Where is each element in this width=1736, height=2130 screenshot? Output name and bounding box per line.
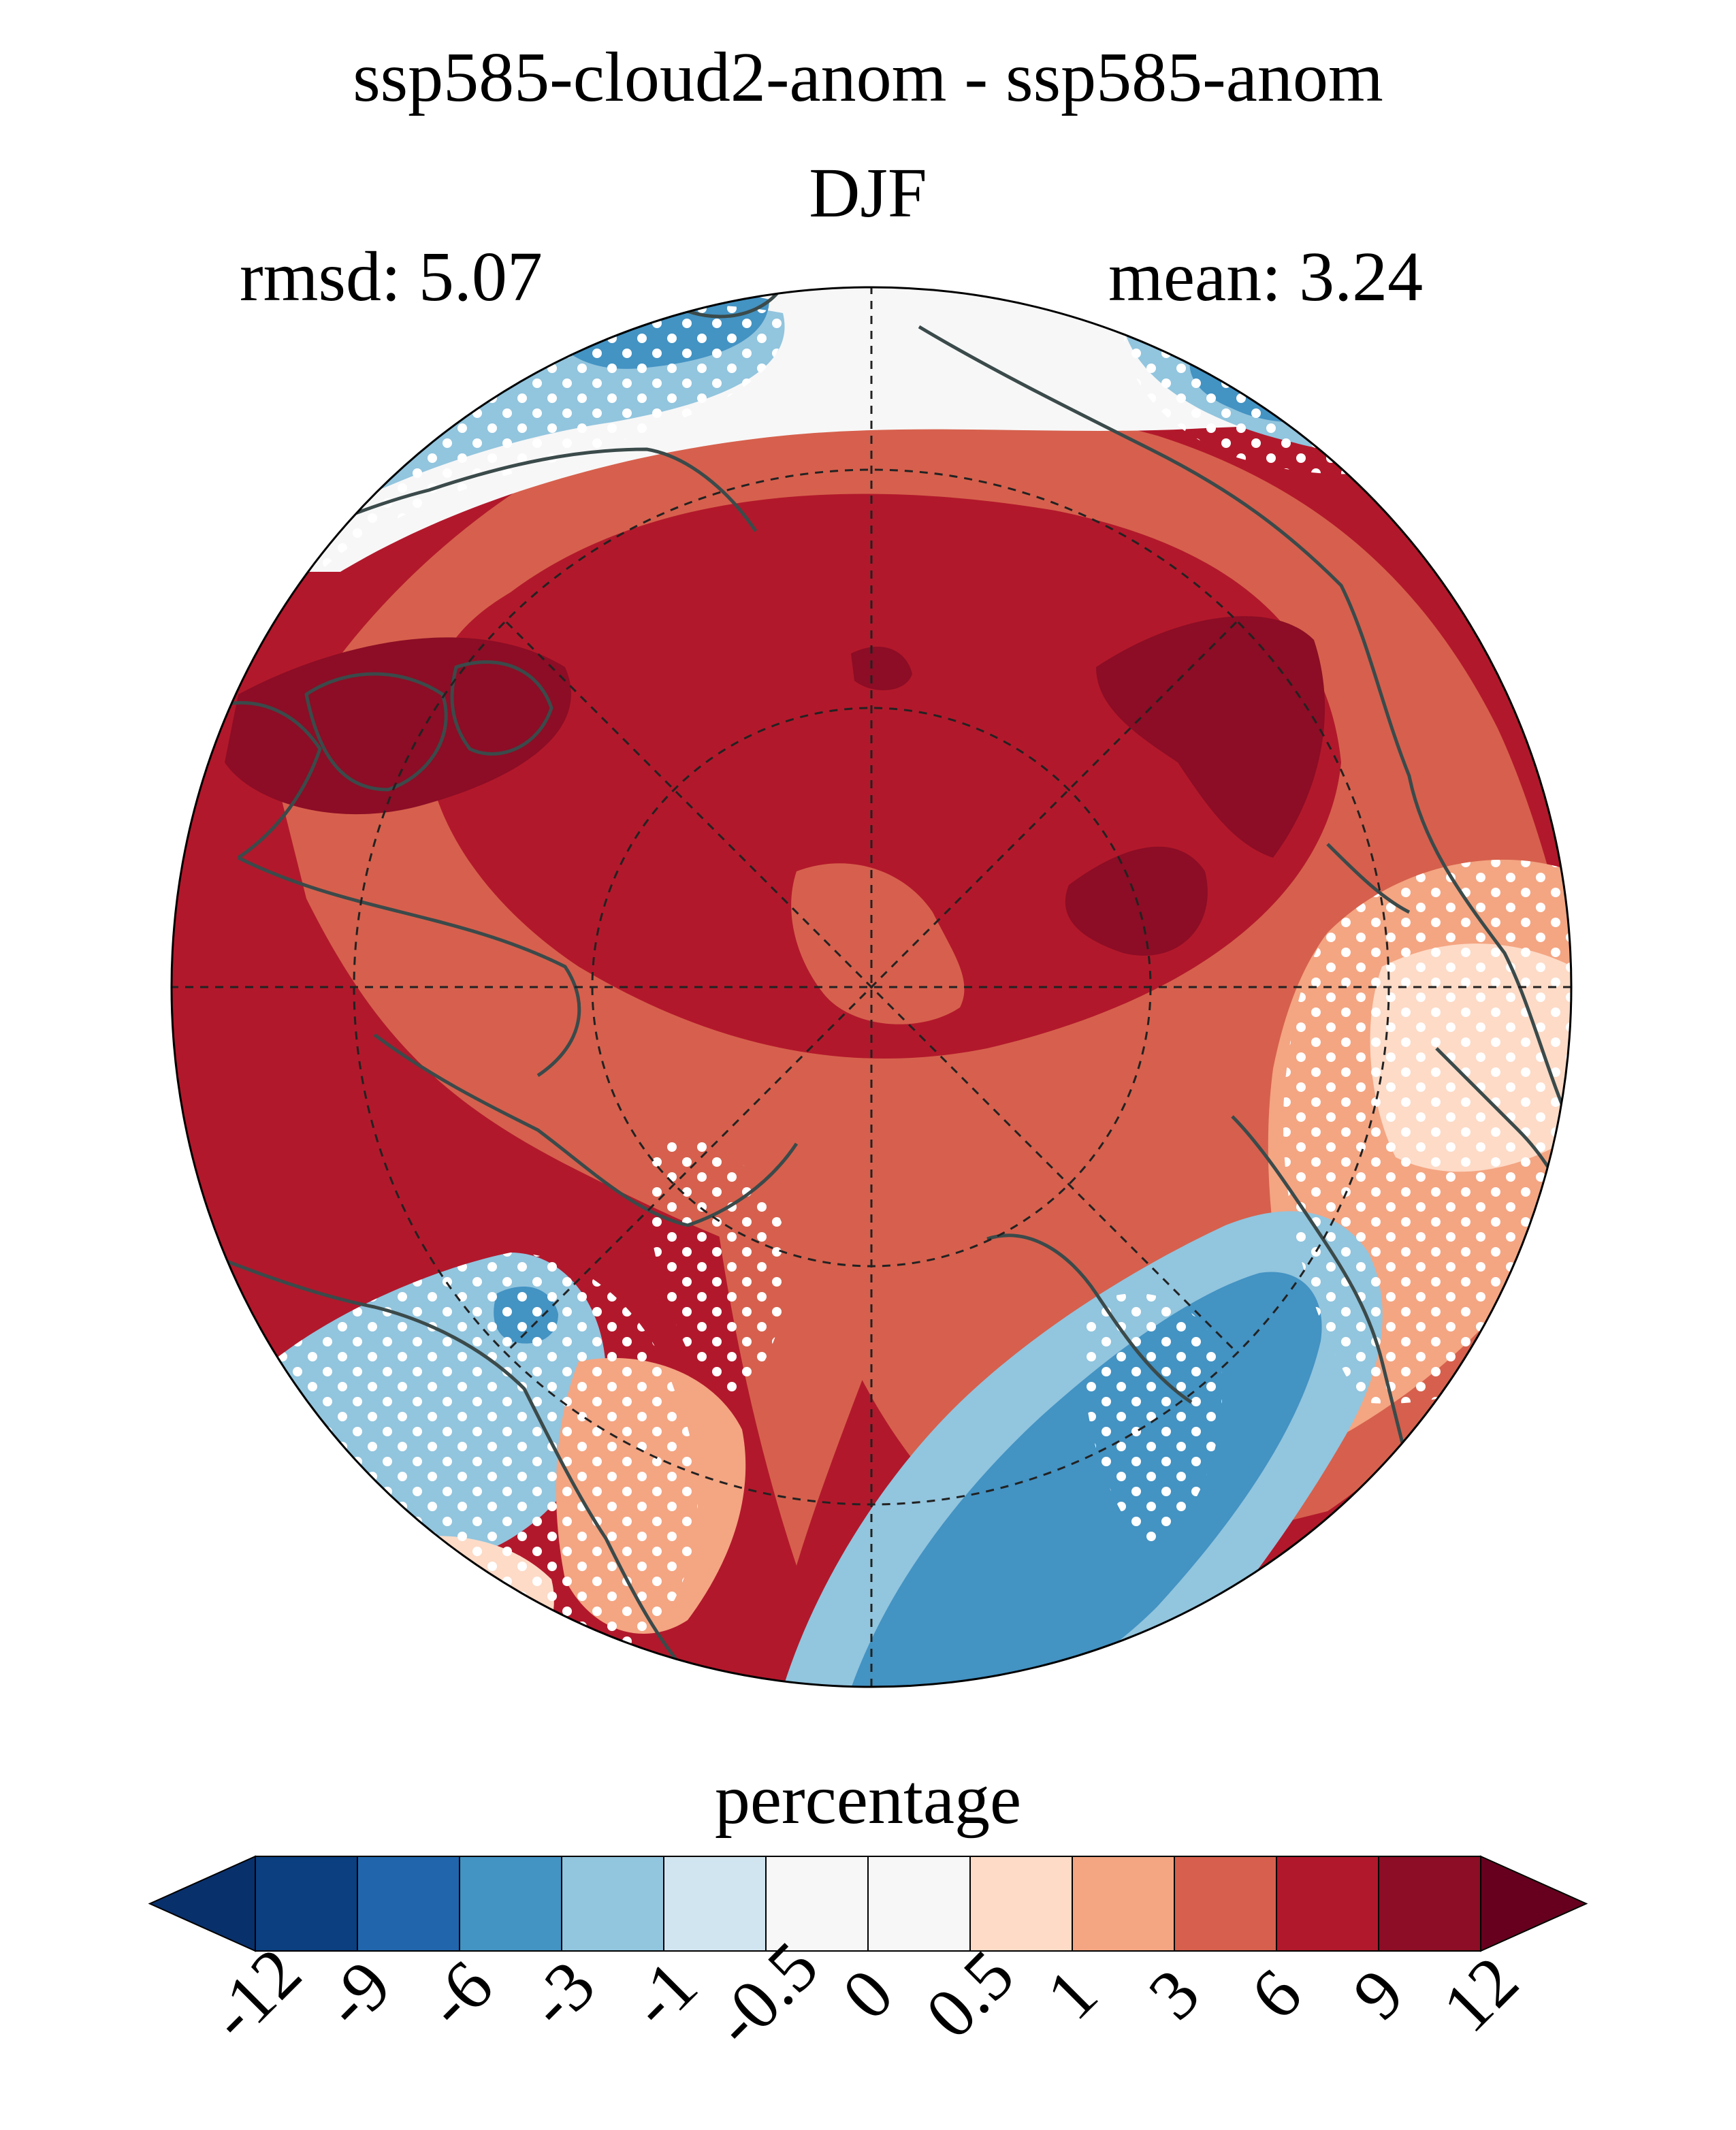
colorbar-segment — [357, 1856, 460, 1952]
colorbar-segment — [1174, 1856, 1277, 1952]
colorbar-segment — [459, 1856, 562, 1952]
colorbar-extend-high — [1480, 1855, 1588, 1952]
colorbar-segment — [1378, 1856, 1481, 1952]
colorbar-segment — [867, 1856, 971, 1952]
polar-map — [170, 286, 1573, 1688]
map-boundary — [170, 286, 1573, 1688]
colorbar-segment — [561, 1856, 664, 1952]
colorbar-segment — [969, 1856, 1073, 1952]
colorbar-tick-label: -1 — [615, 1946, 712, 2043]
colorbar-label: percentage — [714, 1760, 1022, 1839]
colorbar-tick-label: 12 — [1428, 1941, 1534, 2048]
graticule — [172, 287, 1571, 1687]
colorbar-segment — [765, 1856, 869, 1952]
season-title: DJF — [809, 154, 927, 232]
colorbar-tick-label: -3 — [513, 1946, 610, 2043]
mean-label: mean: 3.24 — [1108, 238, 1424, 316]
colorbar-tick-label: 9 — [1338, 1954, 1419, 2035]
colorbar-segment — [1276, 1856, 1379, 1952]
rmsd-label: rmsd: 5.07 — [240, 238, 543, 316]
field-region-lower-red — [713, 1077, 1069, 1566]
field-region-max-3 — [1096, 616, 1325, 858]
field-region-mid-patch — [791, 863, 965, 1024]
colorbar-tick-label: 0.5 — [911, 1935, 1029, 2054]
colorbar-segment — [1072, 1856, 1175, 1952]
colorbar-tick-label: -9 — [308, 1946, 406, 2043]
field-region-max-4 — [851, 647, 912, 690]
colorbar-tick-label: -6 — [411, 1946, 508, 2043]
colorbar-segment — [255, 1856, 358, 1952]
colorbar-tick-label: 0 — [827, 1954, 908, 2035]
colorbar-tick-label: 3 — [1134, 1954, 1215, 2035]
figure-title: ssp585-cloud2-anom - ssp585-anom — [353, 38, 1383, 116]
colorbar-extend-low — [148, 1855, 256, 1952]
colorbar-segment — [663, 1856, 767, 1952]
colorbar — [148, 1855, 1588, 1952]
colorbar-tick-label: 6 — [1236, 1954, 1317, 2035]
colorbar-tick-label: 1 — [1031, 1954, 1112, 2035]
